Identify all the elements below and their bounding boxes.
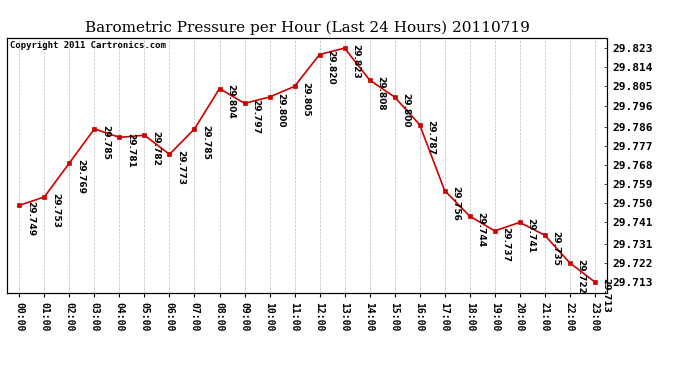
Text: 29.756: 29.756 [451, 186, 460, 221]
Text: 29.800: 29.800 [277, 93, 286, 128]
Text: 29.713: 29.713 [602, 278, 611, 313]
Text: 29.773: 29.773 [177, 150, 186, 185]
Text: 29.781: 29.781 [126, 133, 135, 168]
Text: 29.744: 29.744 [477, 212, 486, 247]
Text: 29.741: 29.741 [526, 218, 535, 253]
Text: 29.769: 29.769 [77, 159, 86, 194]
Text: 29.808: 29.808 [377, 76, 386, 111]
Text: 29.737: 29.737 [502, 227, 511, 262]
Text: 29.722: 29.722 [577, 259, 586, 294]
Text: 29.785: 29.785 [201, 125, 210, 160]
Text: 29.785: 29.785 [101, 125, 110, 160]
Text: 29.782: 29.782 [151, 131, 160, 166]
Text: 29.735: 29.735 [551, 231, 560, 266]
Text: 29.823: 29.823 [351, 44, 360, 79]
Text: 29.804: 29.804 [226, 84, 235, 119]
Text: 29.800: 29.800 [402, 93, 411, 128]
Text: 29.805: 29.805 [302, 82, 310, 117]
Text: 29.749: 29.749 [26, 201, 35, 236]
Text: 29.797: 29.797 [251, 99, 260, 134]
Text: 29.753: 29.753 [51, 193, 60, 228]
Text: 29.820: 29.820 [326, 50, 335, 85]
Title: Barometric Pressure per Hour (Last 24 Hours) 20110719: Barometric Pressure per Hour (Last 24 Ho… [85, 21, 529, 35]
Text: Copyright 2011 Cartronics.com: Copyright 2011 Cartronics.com [10, 41, 166, 50]
Text: 29.787: 29.787 [426, 120, 435, 156]
